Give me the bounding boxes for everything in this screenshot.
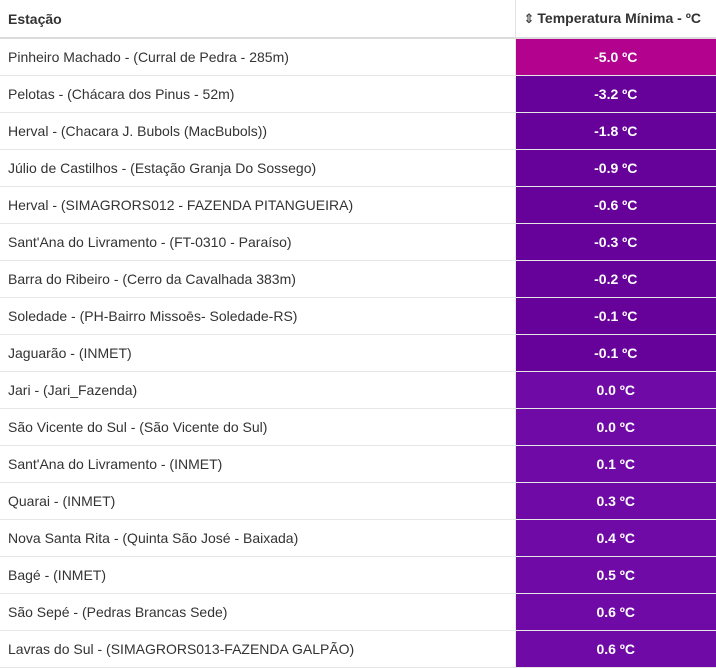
table-row: Sant'Ana do Livramento - (INMET) 0.1 ºC xyxy=(0,445,716,483)
table-row: Herval - (Chacara J. Bubols (MacBubols))… xyxy=(0,112,716,150)
table-row: São Vicente do Sul - (São Vicente do Sul… xyxy=(0,408,716,446)
table-row: Herval - (SIMAGRORS012 - FAZENDA PITANGU… xyxy=(0,186,716,224)
min-temperature-cell: 0.5 ºC xyxy=(515,556,716,594)
table-row: Soledade - (PH-Bairro Missoēs- Soledade-… xyxy=(0,297,716,335)
table-row: Pelotas - (Chácara dos Pinus - 52m) -3.2 … xyxy=(0,75,716,113)
min-temperature-cell: 0.6 ºC xyxy=(515,630,716,668)
station-name-cell: Jari - (Jari_Fazenda) xyxy=(0,371,516,409)
station-name-cell: Quarai - (INMET) xyxy=(0,482,516,520)
station-name-cell: Soledade - (PH-Bairro Missoēs- Soledade-… xyxy=(0,297,516,335)
station-name-cell: Jaguarão - (INMET) xyxy=(0,334,516,372)
table-row: Pinheiro Machado - (Curral de Pedra - 28… xyxy=(0,38,716,76)
min-temperature-cell: -0.1 ºC xyxy=(515,334,716,372)
station-name-cell: São Vicente do Sul - (São Vicente do Sul… xyxy=(0,408,516,446)
column-header-station[interactable]: Estação xyxy=(0,0,516,39)
station-name-cell: Herval - (Chacara J. Bubols (MacBubols)) xyxy=(0,112,516,150)
table-row: Jaguarão - (INMET) -0.1 ºC xyxy=(0,334,716,372)
station-name-cell: Sant'Ana do Livramento - (INMET) xyxy=(0,445,516,483)
min-temperature-cell: -3.2 ºC xyxy=(515,75,716,113)
min-temperature-cell: -0.9 ºC xyxy=(515,149,716,187)
station-name-cell: Sant'Ana do Livramento - (FT-0310 - Para… xyxy=(0,223,516,261)
min-temperature-cell: -0.2 ºC xyxy=(515,260,716,298)
station-name-cell: Herval - (SIMAGRORS012 - FAZENDA PITANGU… xyxy=(0,186,516,224)
station-name-cell: Pelotas - (Chácara dos Pinus - 52m) xyxy=(0,75,516,113)
column-header-temperature[interactable]: ⇕ Temperatura Mínima - ºC xyxy=(515,0,716,39)
table-row: Sant'Ana do Livramento - (FT-0310 - Para… xyxy=(0,223,716,261)
min-temperature-cell: -0.3 ºC xyxy=(515,223,716,261)
station-name-cell: Júlio de Castilhos - (Estação Granja Do … xyxy=(0,149,516,187)
table-row: Lavras do Sul - (SIMAGRORS013-FAZENDA GA… xyxy=(0,630,716,668)
min-temperature-cell: 0.6 ºC xyxy=(515,593,716,631)
min-temperature-cell: 0.0 ºC xyxy=(515,371,716,409)
station-name-cell: Nova Santa Rita - (Quinta São José - Bai… xyxy=(0,519,516,557)
station-name-cell: Bagé - (INMET) xyxy=(0,556,516,594)
min-temperature-cell: -0.1 ºC xyxy=(515,297,716,335)
table-row: Bagé - (INMET) 0.5 ºC xyxy=(0,556,716,594)
station-name-cell: São Sepé - (Pedras Brancas Sede) xyxy=(0,593,516,631)
table-row: Quarai - (INMET) 0.3 ºC xyxy=(0,482,716,520)
table-header-row: Estação ⇕ Temperatura Mínima - ºC xyxy=(0,0,716,39)
min-temperature-cell: -5.0 ºC xyxy=(515,38,716,76)
min-temperature-cell: 0.3 ºC xyxy=(515,482,716,520)
min-temperature-cell: 0.1 ºC xyxy=(515,445,716,483)
column-header-station-label: Estação xyxy=(8,10,62,27)
table-row: Barra do Ribeiro - (Cerro da Cavalhada 3… xyxy=(0,260,716,298)
table-row: Jari - (Jari_Fazenda) 0.0 ºC xyxy=(0,371,716,409)
station-name-cell: Lavras do Sul - (SIMAGRORS013-FAZENDA GA… xyxy=(0,630,516,668)
column-header-temperature-label: Temperatura Mínima - ºC xyxy=(537,10,701,26)
station-name-cell: Barra do Ribeiro - (Cerro da Cavalhada 3… xyxy=(0,260,516,298)
min-temperature-cell: -1.8 ºC xyxy=(515,112,716,150)
table-row: Nova Santa Rita - (Quinta São José - Bai… xyxy=(0,519,716,557)
min-temperature-cell: 0.4 ºC xyxy=(515,519,716,557)
min-temperature-cell: 0.0 ºC xyxy=(515,408,716,446)
sort-icon[interactable]: ⇕ xyxy=(523,11,535,26)
station-name-cell: Pinheiro Machado - (Curral de Pedra - 28… xyxy=(0,38,516,76)
table-row: Júlio de Castilhos - (Estação Granja Do … xyxy=(0,149,716,187)
min-temperature-cell: -0.6 ºC xyxy=(515,186,716,224)
table-row: São Sepé - (Pedras Brancas Sede) 0.6 ºC xyxy=(0,593,716,631)
